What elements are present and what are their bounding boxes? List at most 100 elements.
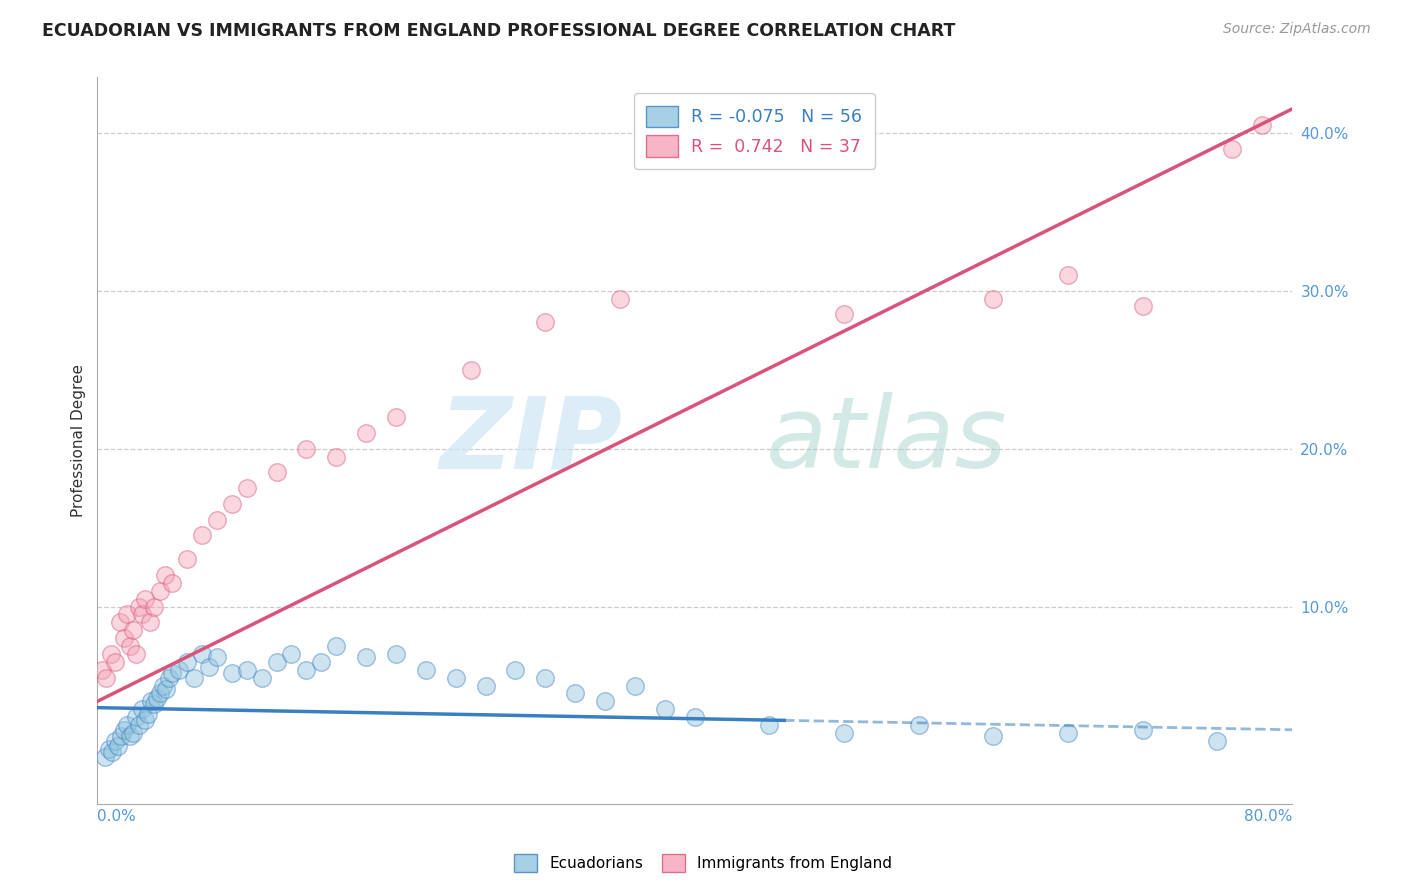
Point (153, 568, 176, 582)
Point (593, 694, 616, 708)
Point (280, 647, 302, 661)
Point (1057, 268, 1080, 282)
Text: 0.0%: 0.0% (97, 809, 136, 823)
Point (94, 749, 117, 764)
Point (235, 663, 257, 677)
Point (266, 465, 288, 479)
Point (534, 315, 557, 329)
Text: ZIP: ZIP (440, 392, 623, 489)
Point (250, 671, 273, 685)
Legend: Ecuadorians, Immigrants from England: Ecuadorians, Immigrants from England (506, 846, 900, 880)
Point (108, 615, 131, 630)
Point (981, 729, 1004, 743)
Point (155, 681, 177, 696)
Point (96, 671, 118, 685)
Point (104, 655, 127, 669)
Point (295, 442, 318, 456)
Point (176, 552, 198, 566)
Point (624, 679, 647, 693)
Point (221, 665, 243, 680)
Point (131, 702, 153, 716)
Point (125, 710, 148, 724)
Point (191, 528, 214, 542)
Point (311, 655, 333, 669)
Point (534, 671, 557, 685)
Point (325, 450, 347, 464)
Point (183, 671, 205, 685)
Point (385, 410, 408, 425)
Point (1132, 723, 1154, 737)
Point (832, 307, 855, 321)
Point (157, 671, 180, 685)
Text: ECUADORIAN VS IMMIGRANTS FROM ENGLAND PROFESSIONAL DEGREE CORRELATION CHART: ECUADORIAN VS IMMIGRANTS FROM ENGLAND PR… (42, 22, 956, 40)
Point (221, 497, 243, 511)
Point (832, 726, 855, 740)
Legend: R = -0.075   N = 56, R =  0.742   N = 37: R = -0.075 N = 56, R = 0.742 N = 37 (634, 94, 875, 169)
Point (134, 591, 156, 606)
Point (110, 729, 132, 743)
Point (160, 575, 183, 590)
Point (205, 513, 228, 527)
Point (128, 718, 150, 732)
Point (907, 718, 929, 732)
Point (460, 362, 482, 376)
Point (354, 650, 377, 665)
Point (112, 723, 135, 737)
Point (122, 624, 145, 638)
Point (122, 726, 145, 740)
Point (134, 713, 156, 727)
Point (1132, 300, 1154, 314)
Text: 80.0%: 80.0% (1244, 809, 1292, 823)
Point (564, 686, 586, 700)
Point (149, 686, 172, 700)
Point (138, 615, 160, 630)
Point (131, 607, 153, 622)
Point (128, 599, 150, 614)
Point (143, 599, 166, 614)
Point (325, 639, 347, 653)
Text: Source: ZipAtlas.com: Source: ZipAtlas.com (1223, 22, 1371, 37)
Point (143, 698, 166, 712)
Point (1251, 118, 1274, 132)
Point (609, 292, 631, 306)
Point (191, 647, 214, 661)
Point (115, 718, 138, 732)
Point (505, 663, 527, 677)
Point (139, 694, 162, 708)
Point (107, 739, 129, 753)
Point (474, 679, 496, 693)
Point (90, 663, 112, 677)
Point (98, 741, 121, 756)
Point (235, 481, 257, 495)
Point (1057, 726, 1080, 740)
Text: atlas: atlas (766, 392, 1008, 489)
Point (354, 425, 377, 440)
Point (112, 631, 135, 645)
Point (444, 671, 467, 685)
Point (385, 647, 408, 661)
Point (295, 663, 318, 677)
Point (415, 663, 437, 677)
Point (115, 607, 138, 622)
Point (120, 639, 142, 653)
Point (146, 691, 169, 706)
Point (120, 729, 142, 743)
Point (654, 702, 676, 716)
Point (136, 706, 159, 721)
Point (205, 650, 228, 665)
Point (1220, 141, 1243, 155)
Point (981, 292, 1004, 306)
Point (160, 665, 183, 680)
Point (101, 745, 124, 759)
Point (104, 734, 127, 748)
Point (758, 718, 780, 732)
Point (176, 655, 198, 669)
Point (169, 663, 191, 677)
Point (266, 655, 288, 669)
Y-axis label: Professional Degree: Professional Degree (72, 364, 86, 517)
Point (152, 679, 174, 693)
Point (100, 647, 122, 661)
Point (149, 583, 172, 598)
Point (125, 647, 148, 661)
Point (198, 659, 221, 673)
